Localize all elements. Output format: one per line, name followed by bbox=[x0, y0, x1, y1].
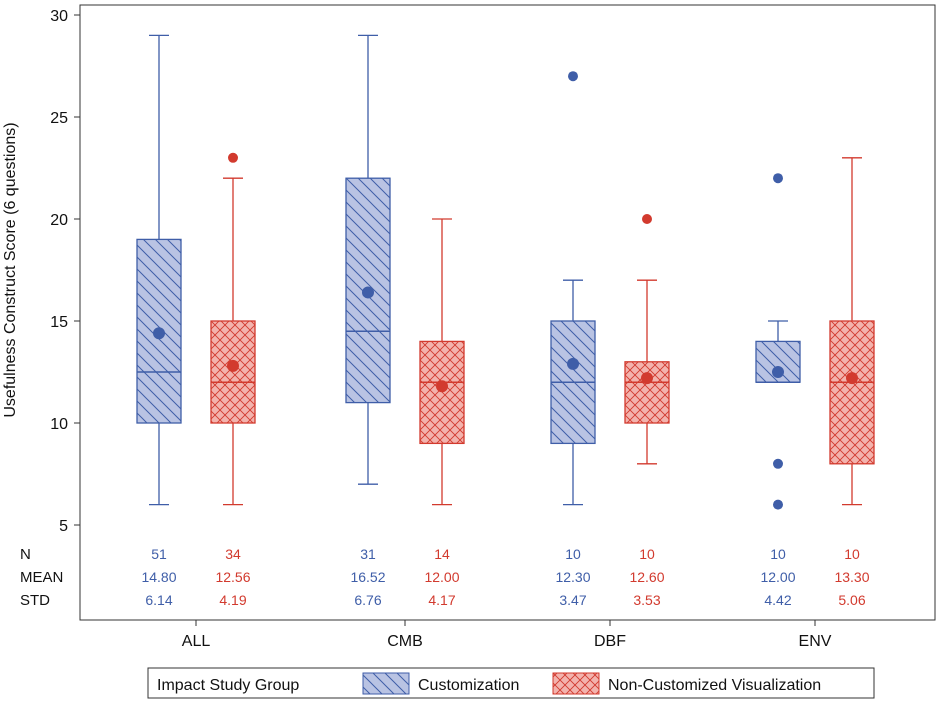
mean-marker-customization-dbf bbox=[567, 357, 579, 370]
stat-n-customization-dbf: 10 bbox=[565, 546, 581, 562]
stat-std-non-customized-all: 4.19 bbox=[219, 592, 246, 608]
stat-std-customization-dbf: 3.47 bbox=[559, 592, 586, 608]
stat-mean-customization-env: 12.00 bbox=[760, 569, 795, 585]
box-non-customized-env bbox=[829, 157, 875, 506]
y-axis-label: Usefulness Construct Score (6 questions) bbox=[2, 122, 19, 417]
stat-n-non-customized-cmb: 14 bbox=[434, 546, 450, 562]
x-tick-label-env: ENV bbox=[799, 633, 832, 650]
stat-n-customization-cmb: 31 bbox=[360, 546, 376, 562]
x-tick-label-all: ALL bbox=[182, 633, 211, 650]
y-tick-label-10: 10 bbox=[50, 416, 68, 433]
stat-n-non-customized-dbf: 10 bbox=[639, 546, 655, 562]
iqr-box-non-customized-env bbox=[829, 320, 875, 465]
stat-std-customization-env: 4.42 bbox=[764, 592, 791, 608]
box-non-customized-all bbox=[210, 152, 256, 506]
y-tick-label-30: 30 bbox=[50, 8, 68, 25]
outlier-point-customization-env-1 bbox=[773, 458, 783, 469]
stat-label-std: STD bbox=[20, 592, 50, 609]
outlier-point-customization-env-2 bbox=[773, 499, 783, 510]
box-customization-dbf bbox=[550, 71, 596, 506]
y-tick-label-15: 15 bbox=[50, 314, 68, 331]
stat-mean-customization-all: 14.80 bbox=[141, 569, 176, 585]
stat-mean-customization-cmb: 16.52 bbox=[350, 569, 385, 585]
stat-mean-non-customized-cmb: 12.00 bbox=[424, 569, 459, 585]
stat-row-labels: N MEAN STD bbox=[20, 546, 63, 609]
mean-marker-non-customized-cmb bbox=[436, 380, 448, 393]
mean-marker-non-customized-all bbox=[227, 359, 239, 372]
outlier-point-non-customized-dbf-0 bbox=[642, 214, 652, 224]
stat-std-non-customized-cmb: 4.17 bbox=[428, 592, 455, 608]
y-tick-label-25: 25 bbox=[50, 110, 68, 127]
x-axis: ALL CMB DBF ENV bbox=[182, 620, 832, 650]
stat-std-customization-all: 6.14 bbox=[145, 592, 172, 608]
box-customization-all bbox=[136, 34, 182, 506]
y-axis: 5 10 15 20 25 30 bbox=[50, 8, 80, 535]
stat-std-non-customized-dbf: 3.53 bbox=[633, 592, 660, 608]
stat-n-customization-all: 51 bbox=[151, 546, 167, 562]
box-non-customized-cmb bbox=[419, 218, 465, 506]
stat-mean-non-customized-env: 13.30 bbox=[834, 569, 869, 585]
mean-marker-customization-cmb bbox=[362, 286, 374, 299]
legend-swatch-customization bbox=[362, 672, 410, 695]
stat-n-non-customized-env: 10 bbox=[844, 546, 860, 562]
mean-marker-customization-env bbox=[772, 366, 784, 378]
box-series bbox=[136, 34, 875, 510]
legend-title: Impact Study Group bbox=[157, 677, 299, 694]
stat-values: 51 14.80 6.14 31 16.52 6.76 10 12.30 3.47 10 12.00… bbox=[141, 546, 869, 608]
mean-marker-customization-all bbox=[153, 327, 165, 340]
stat-label-n: N bbox=[20, 546, 31, 563]
y-tick-label-5: 5 bbox=[59, 518, 68, 535]
iqr-box-non-customized-dbf bbox=[624, 361, 670, 424]
box-customization-cmb bbox=[345, 34, 391, 485]
stat-std-customization-cmb: 6.76 bbox=[354, 592, 381, 608]
outlier-point-customization-dbf-0 bbox=[568, 71, 578, 82]
x-tick-label-cmb: CMB bbox=[387, 633, 423, 650]
legend-label-non-customized: Non-Customized Visualization bbox=[608, 677, 821, 694]
mean-marker-non-customized-env bbox=[846, 372, 858, 385]
stat-label-mean: MEAN bbox=[20, 569, 63, 586]
legend-swatch-non-customized bbox=[552, 672, 600, 695]
stat-std-non-customized-env: 5.06 bbox=[838, 592, 865, 608]
legend-frame bbox=[147, 667, 875, 699]
mean-marker-non-customized-dbf bbox=[641, 372, 653, 385]
outlier-point-customization-env-0 bbox=[773, 173, 783, 184]
iqr-box-non-customized-all bbox=[210, 320, 256, 424]
stat-mean-non-customized-dbf: 12.60 bbox=[629, 569, 664, 585]
y-tick-label-20: 20 bbox=[50, 212, 68, 229]
legend: Impact Study Group Customization Non-Cus… bbox=[147, 667, 875, 699]
plot-frame bbox=[79, 4, 936, 621]
stat-mean-non-customized-all: 12.56 bbox=[215, 569, 250, 585]
legend-label-customization: Customization bbox=[418, 677, 519, 694]
box-non-customized-dbf bbox=[624, 214, 670, 465]
x-tick-label-dbf: DBF bbox=[594, 633, 626, 650]
iqr-box-non-customized-cmb bbox=[419, 340, 465, 445]
stat-n-non-customized-all: 34 bbox=[225, 546, 241, 562]
outlier-point-non-customized-all-0 bbox=[228, 152, 238, 163]
box-customization-env bbox=[755, 173, 801, 510]
stat-mean-customization-dbf: 12.30 bbox=[555, 569, 590, 585]
stat-n-customization-env: 10 bbox=[770, 546, 786, 562]
